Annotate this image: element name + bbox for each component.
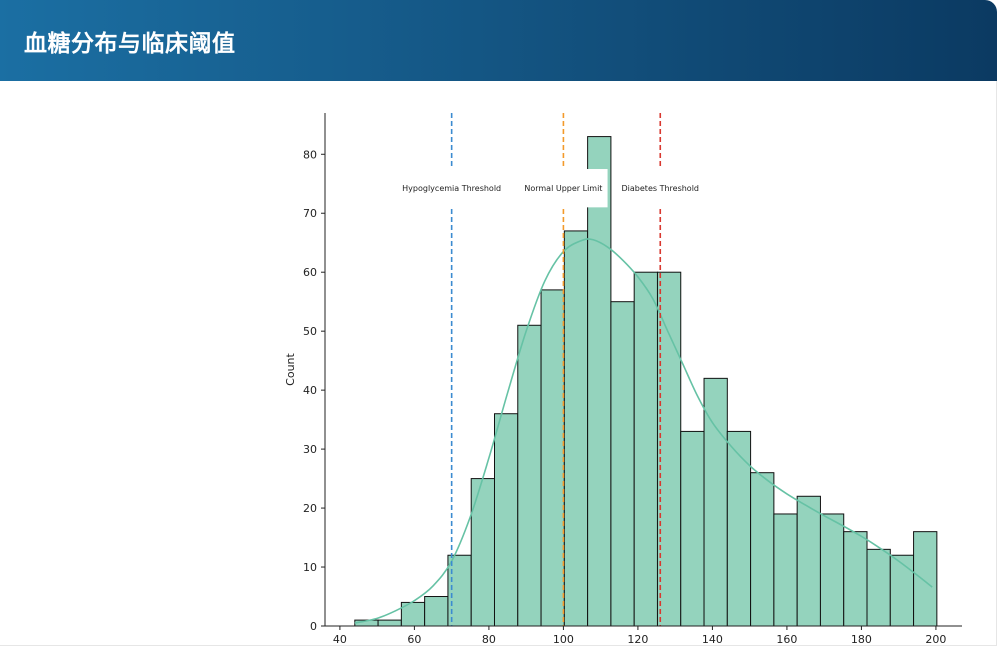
x-tick-label: 80	[482, 633, 496, 646]
histogram-bar	[377, 619, 402, 627]
histogram-bar	[517, 324, 542, 627]
y-tick-label: 20	[303, 502, 317, 515]
y-tick-label: 80	[303, 148, 317, 161]
histogram-bar	[819, 513, 845, 627]
threshold-label-bg	[616, 169, 705, 208]
x-tick-label: 140	[702, 633, 723, 646]
histogram-bar	[680, 430, 705, 627]
histogram-bar	[866, 548, 891, 627]
y-tick-label: 50	[303, 325, 317, 338]
histogram-bar	[540, 289, 565, 627]
histogram-bar	[493, 413, 519, 627]
x-tick-label: 160	[776, 633, 797, 646]
y-tick-label: 0	[310, 620, 317, 633]
y-tick-label: 70	[303, 207, 317, 220]
x-tick-label: 120	[627, 633, 648, 646]
x-tick-label: 40	[333, 633, 347, 646]
histogram-bar	[470, 478, 495, 627]
histogram-bar	[913, 531, 938, 627]
histogram-bar	[726, 430, 752, 627]
threshold-label-bg	[398, 169, 505, 208]
y-tick-label: 10	[303, 561, 317, 574]
x-tick-label: 100	[553, 633, 574, 646]
page-title: 血糖分布与临床阈值	[24, 31, 236, 57]
card-bottom-border	[0, 645, 997, 646]
header-bar: 血糖分布与临床阈值	[0, 0, 997, 81]
histogram-bar	[424, 596, 449, 627]
y-tick-label: 40	[303, 384, 317, 397]
histogram-bar	[633, 271, 658, 627]
y-axis-label: Count	[284, 352, 297, 385]
histogram-bar	[750, 472, 775, 627]
threshold-label: Diabetes Threshold	[622, 184, 699, 193]
threshold-label: Normal Upper Limit	[524, 184, 602, 193]
histogram-bar	[843, 531, 868, 627]
histogram-bar	[563, 230, 589, 627]
y-tick-label: 30	[303, 443, 317, 456]
y-tick-label: 60	[303, 266, 317, 279]
histogram-bar	[889, 554, 915, 627]
histogram-bar	[587, 136, 612, 627]
x-tick-label: 60	[407, 633, 421, 646]
histogram-bar	[610, 301, 635, 627]
x-tick-label: 200	[925, 633, 946, 646]
histogram-bar	[796, 495, 821, 627]
kde-curve	[354, 238, 933, 624]
threshold-label-bg	[519, 169, 608, 208]
histogram-bar	[773, 513, 798, 627]
threshold-label: Hypoglycemia Threshold	[402, 184, 501, 193]
x-tick-label: 180	[851, 633, 872, 646]
